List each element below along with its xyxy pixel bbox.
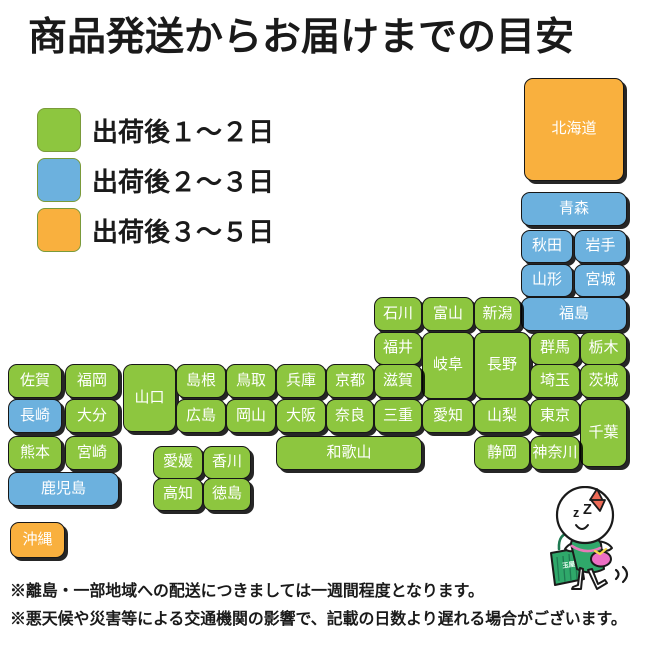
- svg-text:z: z: [573, 506, 579, 520]
- svg-text:Z: Z: [583, 502, 592, 518]
